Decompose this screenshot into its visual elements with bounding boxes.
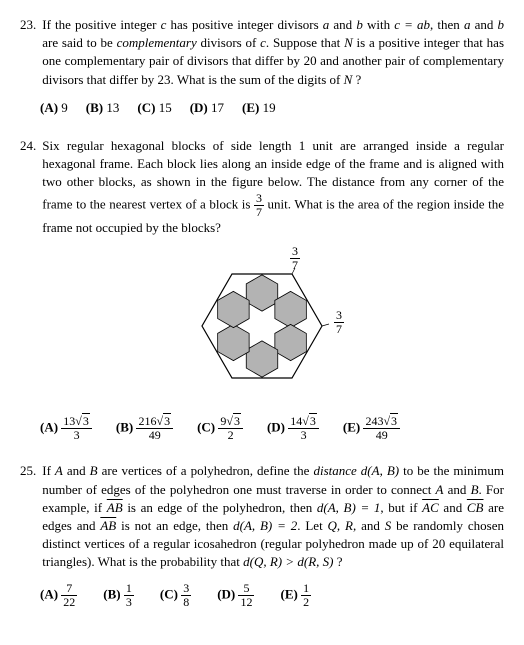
segment-AC: AC <box>422 500 439 515</box>
segment-AB: AB <box>107 500 123 515</box>
choices-25: (A) 722 (B) 13 (C) 38 (D) 512 (E) 12 <box>20 582 504 609</box>
choice-A: (A) 722 <box>40 582 77 609</box>
hexagon-svg <box>182 251 342 401</box>
problem-body: Six regular hexagonal blocks of side len… <box>42 137 504 237</box>
segment-AB: AB <box>100 518 116 533</box>
figure-label-right: 37 <box>334 309 344 336</box>
problem-body: If the positive integer c has positive i… <box>42 16 504 89</box>
label-line-right <box>322 324 329 326</box>
problem-25-text: 25. If A and B are vertices of a polyhed… <box>20 462 504 571</box>
choice-D: (D) 17 <box>190 99 224 117</box>
problem-23-text: 23. If the positive integer c has positi… <box>20 16 504 89</box>
problem-24-text: 24. Six regular hexagonal blocks of side… <box>20 137 504 237</box>
choice-C: (C) 9√32 <box>197 415 243 442</box>
problem-number: 25. <box>20 462 36 571</box>
problem-body: If A and B are vertices of a polyhedron,… <box>42 462 504 571</box>
choice-E: (E) 12 <box>280 582 311 609</box>
choice-B: (B) 13 <box>103 582 134 609</box>
choice-C: (C) 38 <box>160 582 191 609</box>
problem-number: 23. <box>20 16 36 89</box>
choice-E: (E) 19 <box>242 99 276 117</box>
figure-label-top: 37 <box>290 245 300 272</box>
choice-D: (D) 14√33 <box>267 415 319 442</box>
choice-A: (A) 9 <box>40 99 68 117</box>
problem-25: 25. If A and B are vertices of a polyhed… <box>20 462 504 609</box>
problem-24: 24. Six regular hexagonal blocks of side… <box>20 137 504 443</box>
choice-B: (B) 13 <box>86 99 120 117</box>
choice-A: (A) 13√33 <box>40 415 92 442</box>
inline-fraction: 37 <box>254 192 264 219</box>
choice-B: (B) 216√349 <box>116 415 173 442</box>
choices-24: (A) 13√33 (B) 216√349 (C) 9√32 (D) 14√33… <box>20 415 504 442</box>
choice-D: (D) 512 <box>217 582 254 609</box>
choice-C: (C) 15 <box>137 99 171 117</box>
choices-23: (A) 9 (B) 13 (C) 15 (D) 17 (E) 19 <box>20 99 504 117</box>
segment-CB: CB <box>467 500 484 515</box>
problem-number: 24. <box>20 137 36 237</box>
choice-E: (E) 243√349 <box>343 415 400 442</box>
hexagon-figure: 37 37 <box>20 251 504 401</box>
problem-23: 23. If the positive integer c has positi… <box>20 16 504 117</box>
